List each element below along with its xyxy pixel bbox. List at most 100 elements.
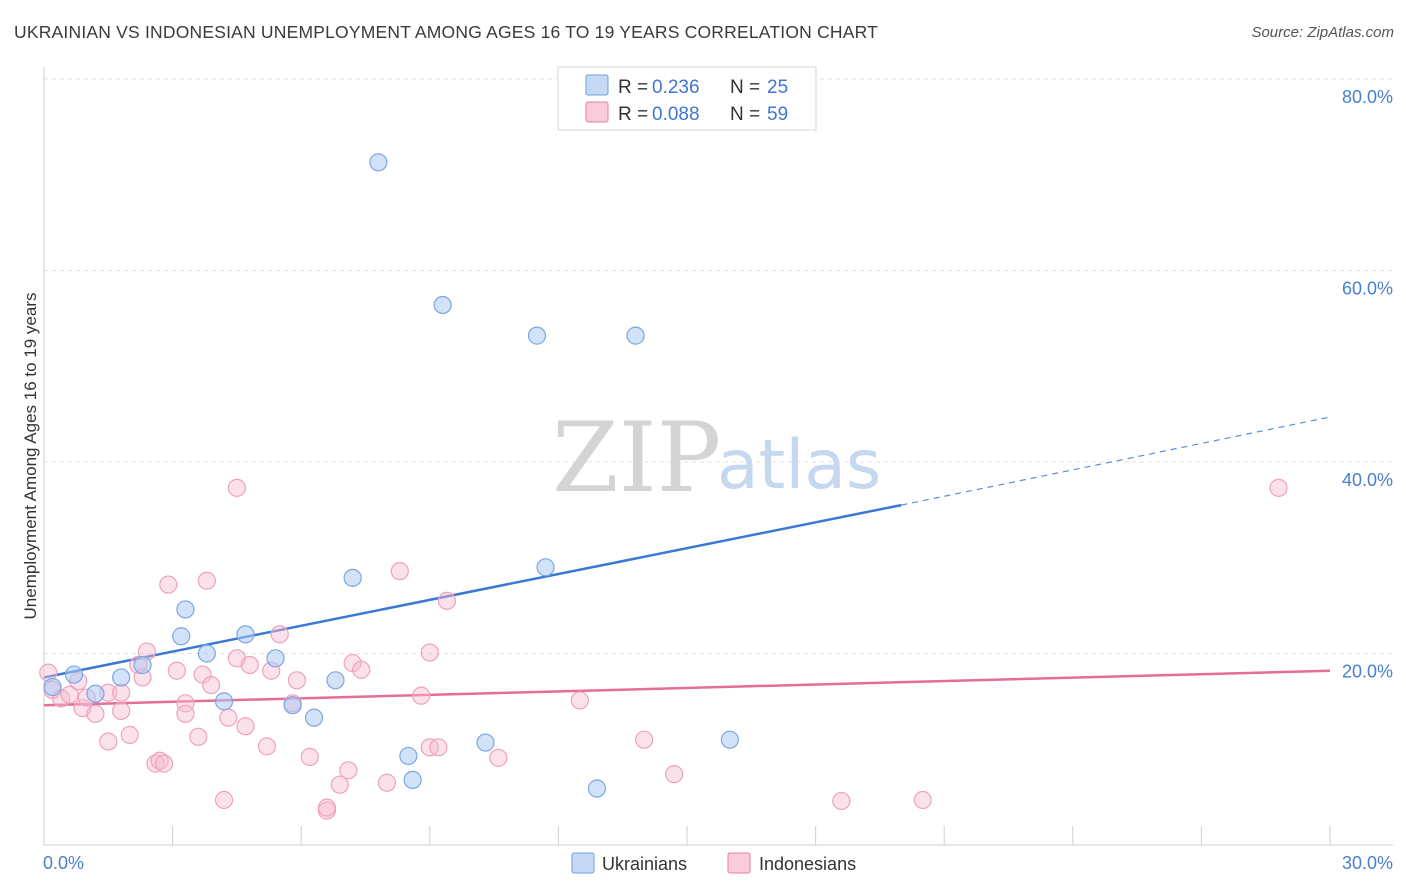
- bottom-legend-label-indonesians: Indonesians: [759, 854, 856, 874]
- ukrainians-point: [399, 746, 418, 766]
- tick-labels: 20.0% 40.0% 60.0% 80.0% 0.0% 30.0%: [43, 87, 1393, 873]
- x-tick-label: 0.0%: [43, 853, 84, 873]
- bottom-legend-swatch-indonesians: [727, 852, 751, 874]
- ukrainians-point: [64, 665, 84, 684]
- ukrainians-trend-extension: [901, 416, 1331, 506]
- ukrainians-point: [433, 295, 452, 315]
- indonesians-trend-line: [43, 669, 1331, 707]
- ukrainians-point: [476, 733, 495, 752]
- indonesians-point: [412, 686, 431, 705]
- indonesians-point: [167, 661, 186, 680]
- ukrainians-point: [304, 708, 324, 727]
- watermark: ZIP atlas: [552, 402, 881, 514]
- indonesians-point: [176, 704, 195, 723]
- ukrainians-point: [133, 655, 152, 675]
- indonesians-point: [832, 791, 851, 811]
- indonesians-point: [197, 571, 216, 590]
- indonesians-point: [377, 773, 397, 792]
- y-tick-label: 40.0%: [1342, 470, 1393, 490]
- indonesians-point: [99, 732, 118, 751]
- indonesians-point: [287, 671, 307, 690]
- legend-n-label: N =: [730, 77, 760, 98]
- ukrainians-point: [172, 627, 191, 646]
- indonesians-point: [86, 704, 105, 723]
- ukrainians-point: [236, 625, 255, 644]
- indonesians-point: [635, 730, 654, 749]
- indonesians-point: [189, 727, 208, 746]
- legend-swatch-indonesians: [585, 101, 609, 123]
- indonesians-point: [202, 675, 221, 695]
- indonesians-point: [429, 738, 448, 757]
- ukrainians-point: [626, 326, 645, 345]
- indonesians-point: [227, 478, 246, 497]
- y-tick-label: 80.0%: [1342, 87, 1393, 107]
- bottom-legend: Ukrainians Indonesians: [571, 852, 856, 874]
- ukrainians-point: [343, 568, 362, 587]
- source-credit: Source: ZipAtlas.com: [1251, 24, 1394, 41]
- indonesians-point: [112, 701, 131, 721]
- chart-title: UKRAINIAN VS INDONESIAN UNEMPLOYMENT AMO…: [14, 22, 878, 42]
- ukrainians-point: [326, 671, 345, 690]
- watermark-atlas: atlas: [717, 426, 881, 505]
- indonesians-point: [219, 708, 238, 727]
- indonesians-point: [300, 747, 319, 767]
- y-axis-label: Unemployment Among Ages 16 to 19 years: [21, 293, 40, 620]
- points-layer: [39, 153, 1288, 820]
- indonesians-point: [913, 790, 932, 810]
- ukrainians-point: [403, 770, 422, 789]
- ukrainians-point: [266, 649, 285, 668]
- legend-r-ukrainians: 0.236: [652, 77, 700, 98]
- ukrainians-point: [176, 600, 195, 619]
- ukrainians-point: [197, 644, 216, 663]
- ukrainians-point: [86, 684, 105, 703]
- indonesians-point: [330, 775, 349, 794]
- legend-r-label: R =: [618, 104, 648, 125]
- indonesians-point: [270, 625, 289, 644]
- x-tick-label: 30.0%: [1342, 853, 1393, 873]
- ukrainians-point: [369, 153, 388, 172]
- ukrainians-point: [527, 326, 547, 345]
- legend-r-label: R =: [618, 77, 648, 98]
- bottom-legend-label-ukrainians: Ukrainians: [602, 854, 687, 874]
- grid-layer: [44, 78, 1393, 654]
- y-tick-label: 20.0%: [1342, 662, 1393, 682]
- indonesians-point: [489, 748, 508, 767]
- legend-r-indonesians: 0.088: [652, 104, 700, 125]
- ukrainians-trend-line: [43, 503, 902, 679]
- indonesians-point: [60, 685, 79, 704]
- indonesians-point: [159, 575, 178, 594]
- ukrainians-point: [112, 668, 131, 687]
- ukrainians-point: [283, 696, 302, 715]
- indonesians-point: [665, 765, 684, 784]
- indonesians-point: [420, 643, 439, 662]
- indonesians-point: [1269, 478, 1288, 497]
- indonesians-point: [154, 754, 174, 773]
- indonesians-point: [257, 737, 277, 756]
- indonesians-point: [176, 694, 195, 713]
- axes-layer: [43, 67, 1393, 846]
- watermark-zip: ZIP: [552, 402, 721, 514]
- bottom-legend-swatch-ukrainians: [571, 852, 595, 874]
- indonesians-point: [317, 798, 337, 817]
- indonesians-point: [214, 790, 234, 810]
- trend-layer: [43, 416, 1331, 707]
- indonesians-point: [437, 591, 457, 610]
- legend-swatch-ukrainians: [585, 74, 609, 96]
- legend: R = 0.236 N = 25 R = 0.088 N = 59: [557, 66, 817, 131]
- indonesians-point: [570, 691, 589, 710]
- ukrainians-point: [214, 692, 234, 711]
- indonesians-point: [390, 562, 409, 581]
- indonesians-point: [120, 725, 139, 744]
- ukrainians-point: [720, 730, 739, 749]
- y-tick-label: 60.0%: [1342, 279, 1393, 299]
- legend-n-ukrainians: 25: [767, 77, 788, 98]
- ukrainians-point: [587, 779, 607, 798]
- ukrainians-point: [536, 558, 555, 577]
- legend-n-indonesians: 59: [767, 104, 788, 125]
- indonesians-point: [240, 655, 259, 675]
- ukrainians-point: [43, 677, 62, 697]
- indonesians-point: [236, 717, 255, 736]
- legend-n-label: N =: [730, 104, 760, 125]
- indonesians-point: [112, 683, 131, 702]
